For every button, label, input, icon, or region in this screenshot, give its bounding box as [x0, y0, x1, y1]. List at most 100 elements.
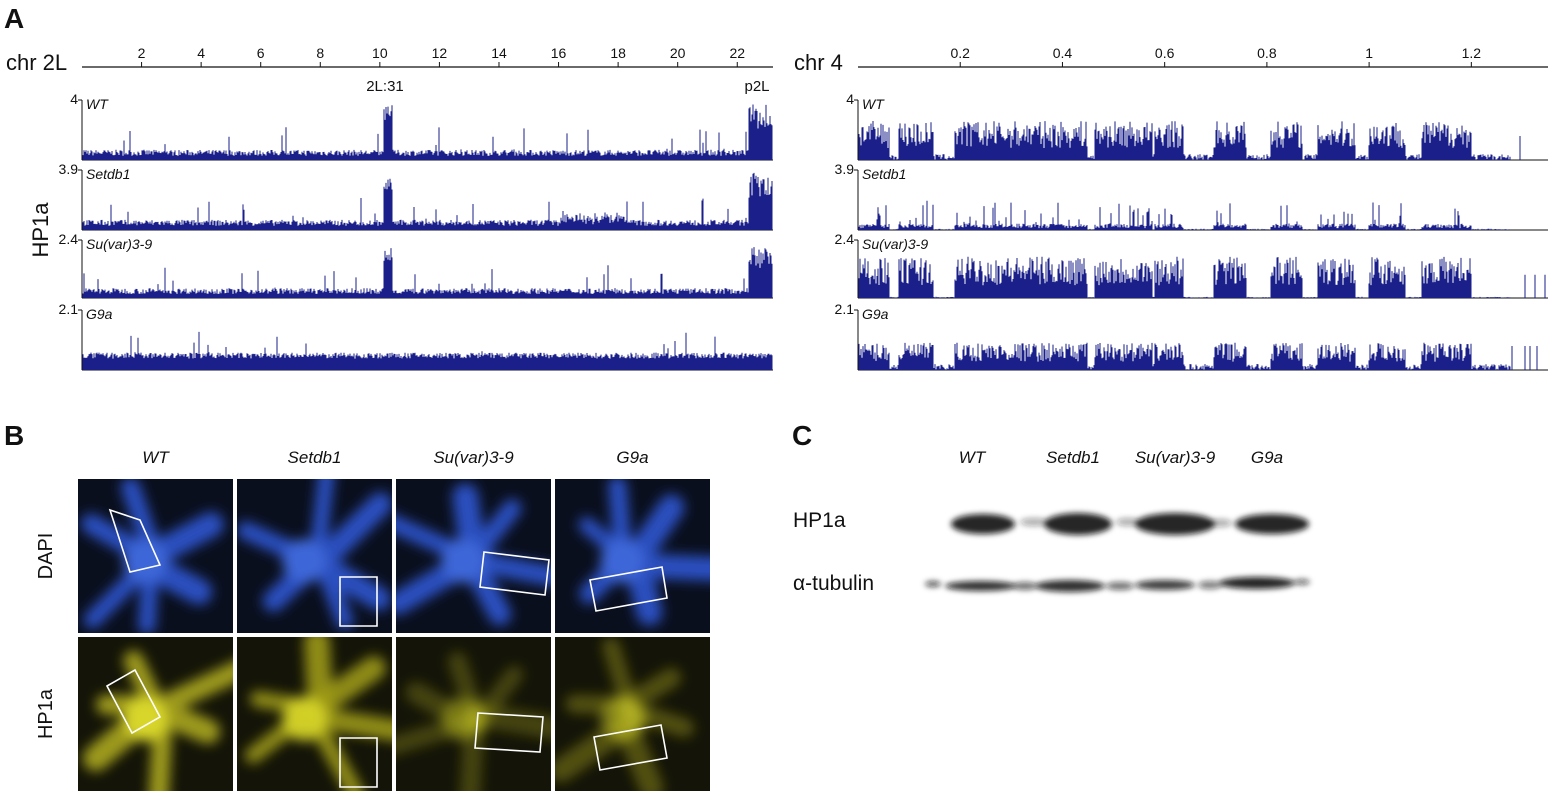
- row-label: HP1a: [35, 688, 57, 739]
- row-label: DAPI: [35, 533, 57, 580]
- panel-label: C: [792, 420, 812, 451]
- column-label: Su(var)3-9: [433, 448, 514, 467]
- track-name: Setdb1: [86, 166, 130, 182]
- x-tick-label: 8: [316, 45, 324, 61]
- micrograph: [78, 479, 233, 633]
- chromosome-arms: [82, 650, 233, 791]
- micrograph: [396, 479, 551, 633]
- region-box: [339, 737, 378, 788]
- region-box: [593, 724, 668, 771]
- region-box: [105, 668, 162, 735]
- lane-label: Setdb1: [1046, 448, 1100, 467]
- track-name: G9a: [86, 306, 113, 322]
- panel-label: A: [4, 3, 24, 34]
- chromosome-name: chr 2L: [6, 50, 67, 75]
- chromosome-arms: [396, 483, 551, 626]
- band: [1044, 513, 1112, 535]
- arm: [467, 499, 522, 562]
- x-tick-label: 1: [1365, 45, 1373, 61]
- band: [1208, 519, 1232, 527]
- chromocenter: [282, 539, 327, 583]
- arm: [300, 656, 386, 723]
- micrograph: [237, 479, 392, 633]
- arm: [311, 492, 392, 572]
- band: [1235, 514, 1309, 534]
- region-box: [108, 508, 162, 573]
- micrograph: [237, 637, 392, 791]
- track-name: WT: [86, 96, 109, 112]
- track-name: WT: [862, 96, 885, 112]
- band: [951, 514, 1015, 534]
- signal-trace: [82, 104, 773, 160]
- x-tick-label: 10: [372, 45, 388, 61]
- track-max-label: 2.1: [59, 301, 79, 317]
- track-name: G9a: [862, 306, 889, 322]
- x-tick-label: 6: [257, 45, 265, 61]
- signal-trace: [858, 342, 1538, 370]
- blot-bands: [925, 513, 1310, 592]
- chromosome-arms: [244, 637, 392, 791]
- band: [925, 581, 941, 587]
- band: [1198, 581, 1222, 589]
- micrograph: [78, 637, 233, 791]
- x-tick-label: 16: [551, 45, 567, 61]
- x-tick-label: 0.4: [1053, 45, 1073, 61]
- chromosome-name: chr 4: [794, 50, 843, 75]
- arm: [140, 661, 233, 722]
- column-label: G9a: [616, 448, 648, 467]
- track-name: Su(var)3-9: [86, 236, 152, 252]
- micrograph: [555, 637, 710, 791]
- column-label: WT: [142, 448, 170, 467]
- arm: [626, 553, 710, 581]
- chromocenter: [441, 539, 486, 583]
- blot-label: α-tubulin: [793, 572, 874, 595]
- annotation: 2L:31: [366, 78, 404, 95]
- x-tick-label: 22: [729, 45, 745, 61]
- signal-trace: [82, 331, 773, 370]
- band: [1135, 580, 1195, 590]
- track-name: Setdb1: [862, 166, 906, 182]
- x-tick-label: 1.2: [1462, 45, 1482, 61]
- micrograph: [555, 479, 710, 633]
- x-tick-label: 0.6: [1155, 45, 1175, 61]
- arm: [470, 665, 524, 729]
- blot-label: HP1a: [793, 509, 846, 532]
- chromosome-arms: [555, 637, 695, 791]
- chromosome-arms: [81, 479, 224, 633]
- chromocenter: [441, 697, 486, 741]
- chromosome-arms: [396, 651, 551, 791]
- arm: [312, 708, 392, 741]
- x-tick-label: 12: [432, 45, 448, 61]
- band: [945, 581, 1017, 591]
- arm: [468, 551, 551, 587]
- region-box: [474, 712, 544, 753]
- band: [1135, 513, 1215, 535]
- track-name: Su(var)3-9: [862, 236, 928, 252]
- track-max-label: 2.4: [835, 231, 855, 247]
- x-tick-label: 2: [138, 45, 146, 61]
- column-label: Setdb1: [288, 448, 342, 467]
- band: [1035, 580, 1105, 592]
- signal-trace: [858, 121, 1521, 160]
- arm: [617, 667, 682, 715]
- panel-c: WT Setdb1 Su(var)3-9 G9a HP1a α-tubulin: [793, 448, 1310, 595]
- signal-trace: [858, 200, 1510, 230]
- lane-label: Su(var)3-9: [1135, 448, 1216, 467]
- band: [1116, 518, 1140, 526]
- signal-trace: [858, 256, 1546, 298]
- region-box: [339, 576, 378, 627]
- track-max-label: 4: [70, 91, 78, 107]
- micrograph: [396, 637, 551, 791]
- band: [1294, 579, 1310, 585]
- y-axis-label: HP1a: [28, 202, 53, 258]
- track-max-label: 2.4: [59, 231, 79, 247]
- x-tick-label: 20: [670, 45, 686, 61]
- chromocenter: [123, 539, 168, 583]
- x-tick-label: 0.2: [950, 45, 970, 61]
- arm: [310, 479, 335, 556]
- band: [1219, 577, 1295, 589]
- band: [1020, 518, 1048, 526]
- track-max-label: 3.9: [59, 161, 79, 177]
